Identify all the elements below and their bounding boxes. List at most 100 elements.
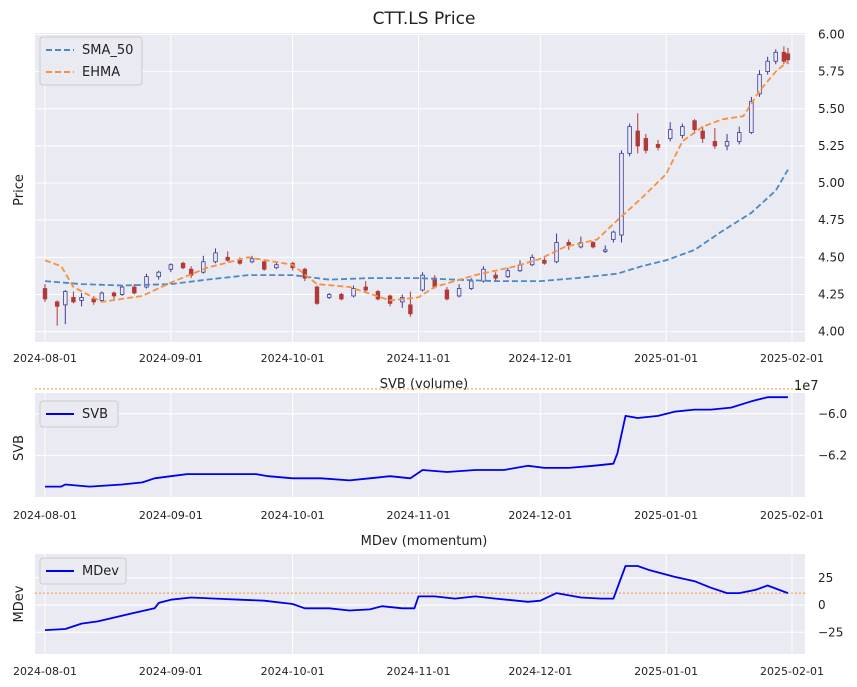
candle-body bbox=[201, 261, 206, 273]
candle-body bbox=[91, 298, 96, 303]
mdev-plot-area bbox=[35, 554, 805, 654]
svb-marks bbox=[35, 388, 805, 488]
price-chart-title: CTT.LS Price bbox=[373, 9, 476, 29]
x-tick-label: 2025-01-01 bbox=[634, 665, 698, 678]
legend-mdev-label: MDev bbox=[82, 564, 119, 579]
series-line-mdev bbox=[44, 565, 789, 631]
x-tick-label: 2024-10-01 bbox=[261, 509, 325, 522]
price-panel: CTT.LS Price Price 4.00 4.25 4.50 4.75 5.00 5… bbox=[12, 9, 845, 365]
y-tick-label: −25 bbox=[818, 625, 843, 639]
candle-body bbox=[225, 256, 230, 261]
x-tick-label: 2024-08-01 bbox=[13, 665, 77, 678]
candle-body bbox=[249, 258, 255, 263]
price-x-ticks: 2024-08-01 2024-09-01 2024-10-01 2024-11-01… bbox=[13, 352, 824, 365]
candle-body bbox=[692, 120, 697, 130]
legend-ehma-label: EHMA bbox=[82, 65, 120, 80]
candle-body bbox=[408, 304, 413, 315]
price-marks bbox=[42, 46, 791, 326]
candle-body bbox=[119, 286, 125, 295]
y-tick-label: 5.25 bbox=[818, 139, 845, 153]
candle-body bbox=[363, 286, 368, 291]
svb-offset-label: 1e7 bbox=[794, 379, 819, 394]
y-tick-label: −6.0 bbox=[818, 407, 847, 421]
candle-body bbox=[456, 288, 462, 297]
candle-body bbox=[144, 276, 149, 288]
candle-body bbox=[724, 141, 730, 147]
svb-y-axis-label: SVB bbox=[12, 435, 27, 461]
candle-body bbox=[351, 288, 356, 297]
x-tick-label: 2025-02-01 bbox=[760, 509, 824, 522]
x-tick-label: 2024-10-01 bbox=[261, 665, 325, 678]
candle-body bbox=[302, 268, 308, 279]
legend-svb-label: SVB bbox=[82, 407, 108, 422]
x-tick-label: 2024-11-01 bbox=[387, 509, 451, 522]
price-y-ticks: 4.00 4.25 4.50 4.75 5.00 5.25 5.50 5.75 6.00 bbox=[818, 27, 845, 338]
candle-body bbox=[757, 74, 762, 95]
candle-body bbox=[635, 130, 640, 147]
y-tick-label: 4.00 bbox=[818, 325, 845, 339]
candle-body bbox=[326, 294, 332, 298]
candle-body bbox=[643, 138, 649, 151]
price-y-axis-label: Price bbox=[12, 174, 27, 206]
y-tick-label: 5.75 bbox=[818, 65, 845, 79]
x-tick-label: 2024-09-01 bbox=[139, 509, 203, 522]
candle-body bbox=[542, 259, 547, 264]
price-plot-area bbox=[35, 33, 805, 342]
candle-body bbox=[168, 264, 174, 270]
candle-body bbox=[111, 292, 117, 297]
candle-body bbox=[54, 301, 60, 307]
candle-body bbox=[156, 271, 161, 278]
candle-body bbox=[444, 289, 450, 300]
y-tick-label: −6.2 bbox=[818, 448, 847, 462]
candle-body bbox=[505, 270, 511, 278]
candle-body bbox=[79, 297, 84, 301]
svb-grid bbox=[35, 393, 805, 497]
y-tick-label: 25 bbox=[818, 571, 833, 585]
candle-body bbox=[603, 249, 608, 252]
x-tick-label: 2024-12-01 bbox=[508, 352, 572, 365]
candle-body bbox=[132, 286, 137, 294]
x-tick-label: 2025-02-01 bbox=[760, 665, 824, 678]
candle-body bbox=[213, 252, 218, 263]
candle-body bbox=[420, 274, 425, 291]
y-tick-label: 4.25 bbox=[818, 287, 845, 301]
candle-body bbox=[481, 268, 486, 282]
y-tick-label: 4.75 bbox=[818, 213, 845, 227]
x-tick-label: 2025-01-01 bbox=[634, 509, 698, 522]
y-tick-label: 5.00 bbox=[818, 176, 845, 190]
candle-body bbox=[590, 242, 596, 248]
svb-panel: SVB (volume) SVB 1e7 −6.0 −6.2 2024-08-01… bbox=[12, 377, 847, 522]
x-tick-label: 2024-12-01 bbox=[508, 509, 572, 522]
x-tick-label: 2024-11-01 bbox=[387, 665, 451, 678]
candle-body bbox=[773, 51, 778, 62]
candle-body bbox=[99, 292, 105, 301]
y-tick-label: 5.50 bbox=[818, 102, 845, 116]
y-tick-label: 6.00 bbox=[818, 27, 845, 41]
x-tick-label: 2024-09-01 bbox=[139, 352, 203, 365]
candle-body bbox=[63, 291, 68, 306]
mdev-y-axis-label: MDev bbox=[12, 585, 27, 622]
series-line-sma-50 bbox=[44, 169, 789, 287]
mdev-y-ticks: 25 0 −25 bbox=[818, 571, 843, 639]
svb-legend-box bbox=[39, 400, 119, 428]
candle-body bbox=[71, 297, 76, 303]
candle-body bbox=[712, 141, 718, 147]
candle-body bbox=[627, 126, 632, 154]
y-tick-label: 0 bbox=[818, 598, 826, 612]
candle-body bbox=[749, 100, 754, 133]
series-line-ehma bbox=[44, 60, 789, 303]
mdev-x-ticks: 2024-08-01 2024-09-01 2024-10-01 2024-11-01… bbox=[13, 665, 824, 678]
x-tick-label: 2024-11-01 bbox=[387, 352, 451, 365]
candle-body bbox=[469, 280, 474, 289]
candle-body bbox=[700, 130, 705, 139]
svb-plot-area bbox=[35, 393, 805, 497]
candle-body bbox=[339, 294, 344, 300]
candle-body bbox=[237, 259, 243, 264]
candle-body bbox=[785, 53, 791, 61]
x-tick-label: 2025-01-01 bbox=[634, 352, 698, 365]
svb-x-ticks: 2024-08-01 2024-09-01 2024-10-01 2024-11-01… bbox=[13, 509, 824, 522]
candle-body bbox=[655, 144, 661, 148]
x-tick-label: 2024-08-01 bbox=[13, 509, 77, 522]
series-line-svb bbox=[45, 396, 788, 488]
